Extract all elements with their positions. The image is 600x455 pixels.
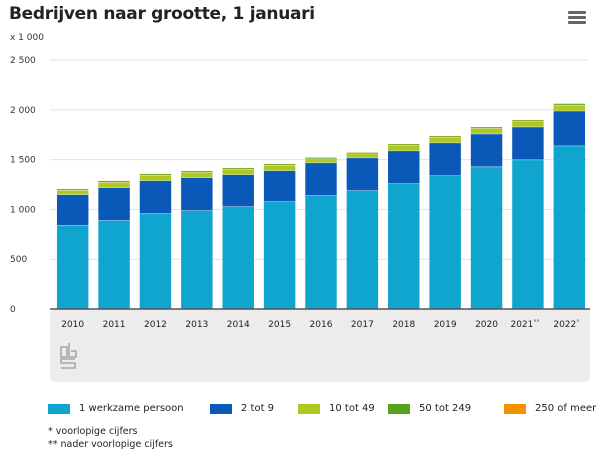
bar-segment [553,145,586,309]
bar-segment [222,174,254,207]
bar-segment [222,169,254,175]
y-tick-label: 2 000 [10,106,36,116]
x-tick-label: 2013 [185,320,208,330]
legend-item[interactable]: 10 tot 49 [298,403,375,414]
x-tick-label: 2014 [227,320,250,330]
bar-segment [263,201,296,309]
legend-swatch [210,403,232,414]
bar-segment [181,171,213,173]
bar-segment [553,103,586,105]
bar-segment [263,165,296,171]
x-tick-label: 2015 [268,320,291,330]
x-tick-label: 2022° [553,319,579,330]
bar-segment [98,187,130,221]
bar-segment [139,180,172,214]
bar-segment [56,189,89,190]
bar-segment [56,225,89,309]
x-tick-label: 2012 [144,320,167,330]
x-tick-label: 2010 [61,320,84,330]
bar-segment [512,121,544,127]
bar-segment [346,190,379,309]
legend-label: 50 tot 249 [419,403,472,414]
bar-segment [470,127,503,129]
x-tick-footnote-marker: ° [576,319,579,326]
legend-item[interactable]: 2 tot 9 [210,403,274,414]
legend-label: 10 tot 49 [329,403,375,414]
bar-segment [222,168,254,170]
bar-segment [139,175,172,181]
bar-segment [346,153,379,158]
bar-segment [512,159,544,309]
footnote-provisional: * voorlopige cijfers [48,426,138,437]
bar-segment [305,157,337,159]
bar-segment [98,182,130,188]
stacked-bar-chart: 0 500 1 000 1 500 2 000 2 500 2010 2011 2012 2013… [10,56,590,382]
bar-segment [305,162,337,196]
bar-segment [56,194,89,226]
legend-swatch [48,403,70,414]
bar-segment [470,128,503,134]
bar-segment [139,213,172,309]
bar-segment [181,177,213,211]
bar-segment [305,158,337,163]
legend-swatch [298,403,320,414]
x-tick-label: 2011 [103,320,126,330]
bar-segment [429,137,461,143]
bar-segment [429,136,461,138]
bar-segment [263,164,296,166]
legend-label: 250 of meer [535,403,597,414]
bar-segment [56,189,89,195]
bar-segment [263,170,296,202]
bar-segment [305,195,337,309]
legend-item[interactable]: 250 of meer [504,403,596,414]
footnote-further-provisional: ** nader voorlopige cijfers [48,439,173,450]
x-tick-label: 2019 [434,320,457,330]
bar-segment [346,152,379,154]
legend-swatch [388,403,410,414]
y-tick-label: 0 [10,305,16,315]
hamburger-menu-icon[interactable] [568,11,586,25]
bar-segment [181,172,213,178]
legend: 1 werkzame persoon 2 tot 9 10 tot 49 50 tot… [40,403,600,419]
bar-segment [429,142,461,176]
legend-item[interactable]: 50 tot 249 [388,403,471,414]
y-tick-label: 1 500 [10,156,36,166]
legend-item[interactable]: 1 werkzame persoon [48,403,184,414]
x-axis-panel [50,309,590,382]
bar-segment [388,144,420,146]
bar-segment [470,133,503,167]
legend-label: 1 werkzame persoon [79,403,184,414]
x-tick-label: 2018 [392,320,415,330]
chart-title: Bedrijven naar grootte, 1 januari [9,4,315,24]
bar-segment [181,210,213,309]
x-tick-label: 2016 [310,320,333,330]
y-tick-label: 1 000 [10,205,36,215]
x-tick-label: 2021°° [510,319,539,330]
bar-segment [470,166,503,309]
legend-label: 2 tot 9 [241,403,275,414]
x-tick-label: 2017 [351,320,374,330]
bar-segment [222,206,254,309]
bar-segment [98,181,130,183]
y-tick-label: 500 [10,255,27,265]
bar-segment [512,126,544,160]
bar-segment [553,104,586,111]
bar-segment [553,110,586,146]
bar-segment [139,174,172,176]
bar-segment [512,120,544,122]
bar-segment [388,145,420,151]
y-tick-label: 2 500 [10,56,36,66]
bar-segment [388,150,420,184]
legend-swatch [504,403,526,414]
bar-segment [388,183,420,309]
cbs-logo-icon [60,343,77,369]
bar-segment [429,175,461,309]
bar-segment [98,220,130,309]
y-axis-unit-label: x 1 000 [10,33,44,43]
x-tick-label: 2020 [475,320,498,330]
bar-segment [346,157,379,191]
x-tick-footnote-marker: °° [533,319,539,326]
